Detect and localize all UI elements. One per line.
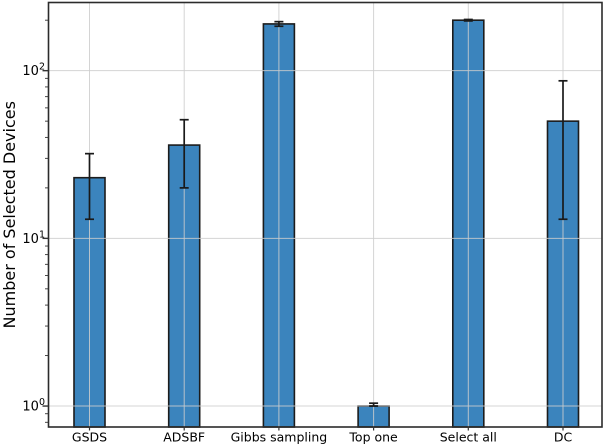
x-tick-label-gibbs-sampling: Gibbs sampling [231,430,328,445]
x-tick-label-dc: DC [554,430,573,445]
y-tick-label-1e2: 102 [22,62,45,80]
x-tick-label-select-all: Select all [440,430,497,445]
x-tick-label-adsbf: ADSBF [163,430,205,445]
y-tick-label-1e1: 101 [22,229,45,247]
y-axis-label: Number of Selected Devices [0,101,19,328]
axes-spines [47,1,603,428]
x-tick-label-top-one: Top one [348,430,398,445]
x-tick-label-gsds: GSDS [72,430,107,445]
y-tick-label-1e0: 100 [22,397,45,415]
